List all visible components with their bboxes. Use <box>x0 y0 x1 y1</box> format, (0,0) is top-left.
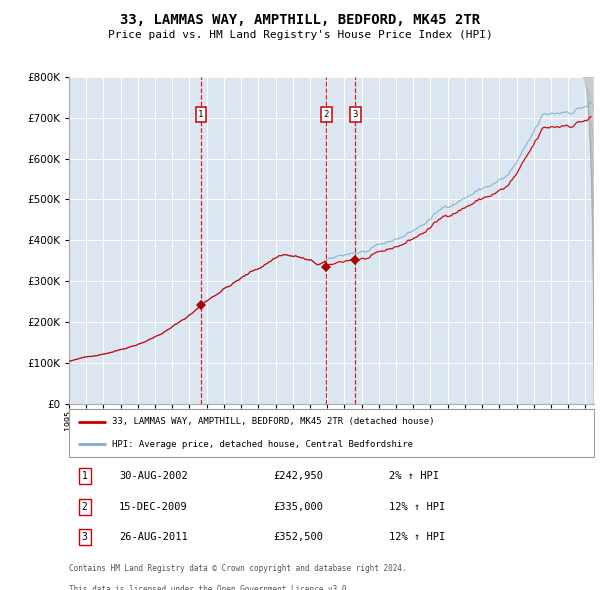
Text: 26-AUG-2011: 26-AUG-2011 <box>119 532 188 542</box>
Text: 2: 2 <box>324 110 329 119</box>
FancyBboxPatch shape <box>69 409 594 457</box>
Text: 2: 2 <box>82 502 88 512</box>
Text: £242,950: £242,950 <box>274 471 324 481</box>
Text: 2% ↑ HPI: 2% ↑ HPI <box>389 471 439 481</box>
Text: 3: 3 <box>82 532 88 542</box>
Text: 33, LAMMAS WAY, AMPTHILL, BEDFORD, MK45 2TR: 33, LAMMAS WAY, AMPTHILL, BEDFORD, MK45 … <box>120 13 480 27</box>
Text: 15-DEC-2009: 15-DEC-2009 <box>119 502 188 512</box>
Text: 12% ↑ HPI: 12% ↑ HPI <box>389 502 445 512</box>
Text: 33, LAMMAS WAY, AMPTHILL, BEDFORD, MK45 2TR (detached house): 33, LAMMAS WAY, AMPTHILL, BEDFORD, MK45 … <box>112 418 434 427</box>
Text: 30-AUG-2002: 30-AUG-2002 <box>119 471 188 481</box>
Text: 3: 3 <box>353 110 358 119</box>
Text: 12% ↑ HPI: 12% ↑ HPI <box>389 532 445 542</box>
Text: £335,000: £335,000 <box>274 502 324 512</box>
Text: Price paid vs. HM Land Registry's House Price Index (HPI): Price paid vs. HM Land Registry's House … <box>107 30 493 40</box>
Text: 1: 1 <box>82 471 88 481</box>
Text: Contains HM Land Registry data © Crown copyright and database right 2024.: Contains HM Land Registry data © Crown c… <box>69 563 407 572</box>
Text: 1: 1 <box>198 110 203 119</box>
Text: £352,500: £352,500 <box>274 532 324 542</box>
Text: This data is licensed under the Open Government Licence v3.0.: This data is licensed under the Open Gov… <box>69 585 351 590</box>
Text: HPI: Average price, detached house, Central Bedfordshire: HPI: Average price, detached house, Cent… <box>112 440 413 448</box>
